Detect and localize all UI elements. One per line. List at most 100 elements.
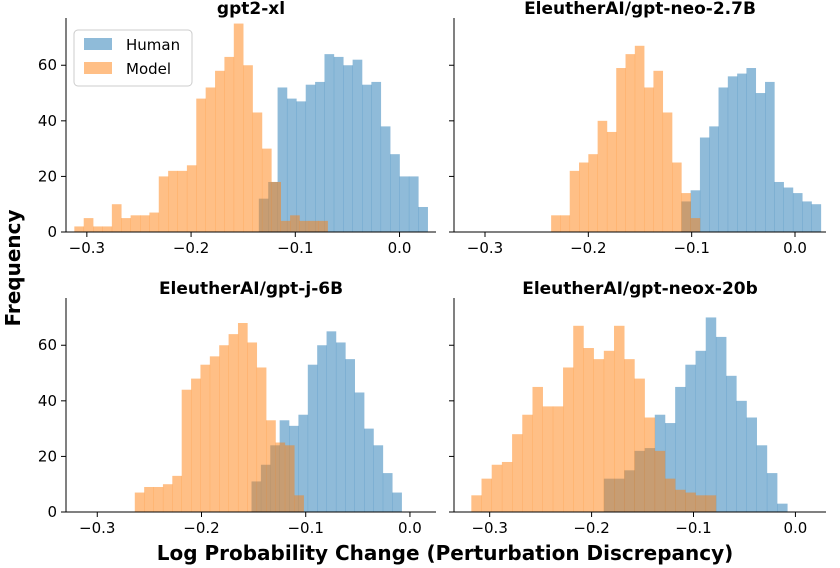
histogram-bar-human — [783, 187, 794, 232]
legend-label-model: Model — [126, 60, 171, 78]
y-tick-label: 0 — [47, 503, 57, 521]
histogram-bar-model — [294, 495, 304, 512]
histogram-bar-model — [690, 218, 701, 232]
histogram-bar-model — [228, 334, 239, 512]
histogram-bar-human — [335, 342, 346, 512]
histogram-bar-model — [168, 170, 178, 232]
histogram-bar-human — [705, 317, 717, 512]
histogram-bar-model — [186, 165, 197, 232]
histogram-bar-human — [715, 336, 727, 512]
histogram-bar-human — [390, 154, 400, 232]
histogram-bar-human — [307, 364, 318, 512]
histogram-bar-model — [158, 176, 169, 232]
x-tick-label: −0.3 — [79, 519, 115, 537]
histogram-bar-model — [266, 420, 276, 512]
histogram-bar-model — [177, 170, 188, 232]
histogram-bar-model — [560, 215, 571, 232]
histogram-bar-human — [324, 54, 335, 232]
y-axis-label: Frequency — [1, 209, 25, 326]
histogram-bar-model — [512, 434, 523, 512]
x-tick-label: 0.0 — [783, 519, 807, 537]
histogram-bar-model — [134, 492, 145, 512]
histogram-bar-model — [237, 323, 248, 512]
histogram-bar-model — [140, 215, 150, 232]
histogram-bar-model — [563, 367, 574, 512]
histogram-bar-human — [352, 59, 363, 232]
histogram-bar-model — [588, 154, 598, 232]
histogram-bar-human — [286, 98, 297, 232]
histogram-bar-model — [224, 56, 235, 232]
x-tick-label: −0.1 — [287, 519, 323, 537]
histogram-bar-human — [699, 137, 710, 232]
histogram-bar-human — [345, 359, 355, 512]
histogram-bar-model — [284, 445, 295, 512]
histogram-bar-model — [606, 131, 617, 232]
histogram-bar-model — [121, 218, 131, 232]
histogram-bar-model — [205, 87, 216, 232]
panel-title: gpt2-xl — [217, 0, 285, 19]
histogram-bar-human — [685, 364, 696, 512]
panel-1: −0.3 −0.2 −0.1 0.0 0 20 40 60 gpt2-xl Human Model — [38, 0, 436, 257]
x-tick-label: −0.1 — [277, 239, 313, 257]
histogram-bar-model — [573, 325, 584, 512]
histogram-bar-human — [718, 87, 729, 232]
legend-swatch-model — [84, 62, 112, 74]
histogram-bar-human — [371, 81, 382, 232]
histogram-bar-model — [603, 350, 615, 512]
histogram-bar-model — [233, 23, 244, 233]
histogram-bar-human — [305, 84, 316, 232]
histogram-bar-model — [597, 120, 608, 232]
histogram-bar-model — [172, 475, 182, 512]
histogram-bar-model — [247, 342, 258, 512]
y-tick-label: 60 — [38, 56, 57, 74]
histogram-bar-model — [634, 45, 645, 232]
histogram-bar-model — [672, 162, 682, 232]
histogram-bar-model — [102, 226, 113, 232]
histogram-bar-human — [675, 386, 686, 512]
histogram-bar-model — [681, 193, 691, 232]
x-tick-label: −0.2 — [573, 519, 609, 537]
series-model — [134, 323, 304, 512]
histogram-bar-human — [298, 414, 309, 512]
histogram-bar-model — [299, 220, 310, 232]
x-tick-label: −0.3 — [467, 239, 503, 257]
histogram-bar-model — [111, 204, 122, 232]
y-tick-label: 20 — [38, 167, 57, 185]
histogram-bar-human — [746, 417, 757, 512]
histogram-bar-model — [219, 345, 229, 512]
histogram-bar-model — [644, 417, 656, 512]
histogram-bar-human — [362, 84, 372, 232]
histogram-bar-model — [162, 484, 173, 512]
histogram-bar-human — [373, 445, 384, 512]
histogram-bar-model — [644, 87, 654, 232]
histogram-bar-model — [653, 70, 664, 232]
histogram-bar-model — [685, 492, 696, 512]
x-tick-label: 0.0 — [388, 239, 412, 257]
histogram-bar-model — [215, 70, 225, 232]
histogram-bar-model — [675, 489, 686, 512]
histogram-bar-model — [252, 112, 263, 232]
histogram-bar-human — [777, 503, 788, 512]
histogram-bar-model — [551, 215, 561, 232]
histogram-bar-model — [616, 68, 626, 232]
histogram-bar-human — [802, 201, 812, 232]
histogram-bar-human — [811, 204, 822, 232]
histogram-bar-model — [634, 378, 645, 512]
histogram-bar-model — [614, 325, 625, 512]
y-tick-label: 60 — [38, 336, 57, 354]
histogram-bar-model — [532, 386, 543, 512]
histogram-bar-human — [756, 445, 768, 512]
histogram-bar-model — [130, 215, 141, 232]
panel-2: −0.3 −0.2 −0.1 0.0 EleutherAI/gpt-neo-2.7B — [449, 0, 826, 257]
series-model — [551, 45, 701, 232]
histogram-bar-human — [774, 181, 784, 232]
histogram-bar-model — [664, 478, 676, 512]
legend-label-human: Human — [126, 36, 180, 54]
histogram-bar-human — [326, 331, 337, 512]
panel-title: EleutherAI/gpt-j-6B — [159, 279, 343, 299]
histogram-bar-human — [737, 73, 747, 232]
histogram-bar-human — [736, 400, 747, 512]
histogram-bar-human — [765, 81, 775, 232]
histogram-bar-model — [624, 359, 635, 512]
histogram-bar-model — [261, 148, 272, 232]
